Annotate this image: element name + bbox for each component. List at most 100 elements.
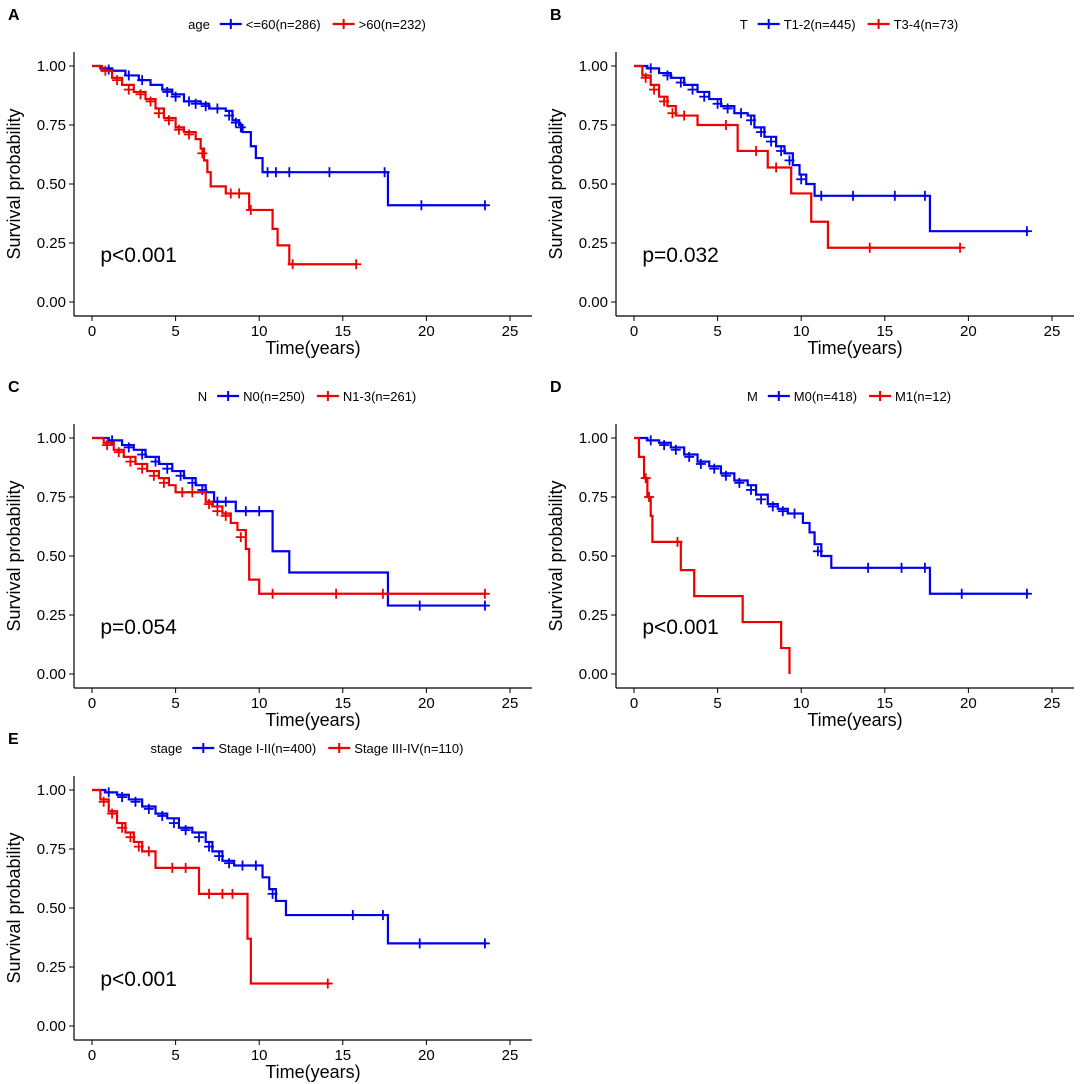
km-series-blue <box>92 787 490 949</box>
censor-mark <box>113 447 124 458</box>
y-tick-label: 0.25 <box>579 607 608 624</box>
censor-mark <box>237 860 248 871</box>
censor-mark <box>351 259 362 270</box>
censor-mark <box>896 562 907 573</box>
censor-mark <box>167 862 178 873</box>
legend-key <box>192 743 215 753</box>
y-tick-label: 0.50 <box>37 548 66 565</box>
censor-mark <box>695 458 706 469</box>
km-series-red <box>92 64 362 270</box>
censor-mark <box>712 98 723 109</box>
censor-mark <box>107 808 118 819</box>
censor-mark <box>379 167 390 178</box>
censor-mark <box>324 167 335 178</box>
censor-mark <box>640 72 651 83</box>
censor-mark <box>377 588 388 599</box>
censor-mark <box>672 536 683 547</box>
censor-mark <box>125 456 136 467</box>
censor-mark <box>212 103 223 114</box>
x-tick-label: 10 <box>793 695 810 712</box>
legend-key <box>767 391 790 401</box>
censor-mark <box>227 888 238 899</box>
censor-mark <box>756 494 767 505</box>
censor-mark <box>777 506 788 517</box>
censor-mark <box>217 888 228 899</box>
censor-mark <box>117 822 128 833</box>
x-tick-label: 0 <box>630 323 638 340</box>
censor-mark <box>130 796 141 807</box>
legend-key <box>316 391 339 401</box>
x-tick-label: 0 <box>88 695 96 712</box>
legend-entry: Stage I-II(n=400) <box>218 741 316 756</box>
censor-mark <box>100 65 111 76</box>
x-tick-label: 25 <box>1044 695 1061 712</box>
y-tick-label: 0.00 <box>37 1018 66 1035</box>
censor-mark <box>955 242 966 253</box>
x-tick-label: 20 <box>960 695 977 712</box>
censor-mark <box>1021 588 1032 599</box>
censor-mark <box>145 96 156 107</box>
censor-mark <box>163 115 174 126</box>
legend-entry: N0(n=250) <box>243 389 305 404</box>
censor-mark <box>766 136 777 147</box>
censor-mark <box>123 70 134 81</box>
censor-mark <box>162 86 173 97</box>
survival-curve <box>92 64 487 207</box>
censor-mark <box>722 103 733 114</box>
censor-mark <box>137 449 148 460</box>
censor-mark <box>670 444 681 455</box>
km-series-blue <box>634 435 1032 599</box>
km-panel-e: E 0.00 0.25 0.50 0.75 1.00 0 5 10 15 20 25 Time(year… <box>0 724 542 1084</box>
censor-mark <box>479 938 490 949</box>
censor-mark <box>235 532 246 543</box>
censor-mark <box>640 473 651 484</box>
legend: T T1-2(n=445) T3-4(n=73) <box>740 17 959 32</box>
censor-mark <box>204 888 215 899</box>
censor-mark <box>416 200 427 211</box>
p-value-label: p=0.032 <box>642 244 719 267</box>
censor-mark <box>347 910 358 921</box>
km-panel-a: A 0.00 0.25 0.50 0.75 1.00 0 5 10 15 20 25 Time(year… <box>0 0 542 360</box>
censor-mark <box>153 108 164 119</box>
p-value-label: p<0.001 <box>642 616 719 639</box>
y-tick-label: 0.25 <box>37 607 66 624</box>
censor-mark <box>734 477 745 488</box>
censor-mark <box>659 96 670 107</box>
censor-mark <box>98 796 109 807</box>
km-series-blue <box>92 64 490 211</box>
x-tick-label: 15 <box>876 323 893 340</box>
censor-mark <box>262 167 273 178</box>
censor-mark <box>662 70 673 81</box>
x-tick-label: 0 <box>88 1047 96 1064</box>
legend-entry: T3-4(n=73) <box>894 17 959 32</box>
censor-mark <box>720 120 731 130</box>
censor-mark <box>123 442 134 453</box>
panel-label: E <box>8 731 19 748</box>
censor-mark <box>771 162 782 173</box>
y-tick-label: 1.00 <box>37 58 66 75</box>
survival-curve <box>92 64 357 266</box>
censor-mark <box>414 938 425 949</box>
x-axis-title: Time(years) <box>807 710 902 730</box>
y-tick-label: 0.25 <box>37 959 66 976</box>
censor-mark <box>125 832 136 843</box>
km-series-red <box>634 436 791 674</box>
km-series-red <box>92 436 490 599</box>
y-tick-label: 0.75 <box>37 841 66 858</box>
x-tick-label: 15 <box>876 695 893 712</box>
censor-mark <box>168 818 179 829</box>
y-tick-label: 0.25 <box>37 235 66 252</box>
km-plot-svg: E 0.00 0.25 0.50 0.75 1.00 0 5 10 15 20 25 Time(year… <box>4 731 532 1082</box>
censor-mark <box>137 463 148 474</box>
censor-mark <box>157 810 168 821</box>
km-series-blue <box>634 63 1032 237</box>
censor-mark <box>331 588 342 599</box>
censor-mark <box>679 110 690 121</box>
censor-mark <box>377 910 388 921</box>
censor-mark <box>796 174 807 185</box>
y-tick-label: 0.00 <box>37 666 66 683</box>
x-tick-label: 15 <box>334 1047 351 1064</box>
censor-mark <box>220 496 231 507</box>
legend-title: N <box>198 389 207 404</box>
censor-mark <box>194 832 205 843</box>
